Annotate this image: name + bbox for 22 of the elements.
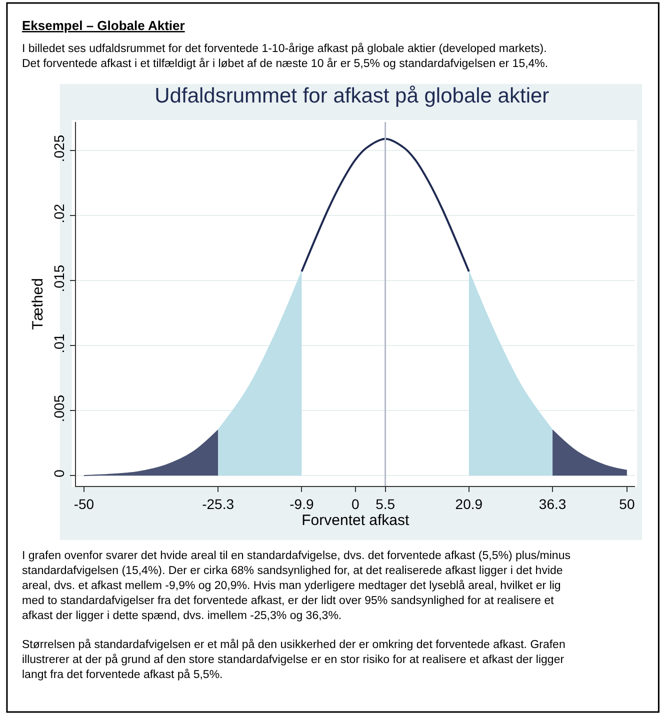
text: Eksempel – Globale Aktier bbox=[22, 18, 185, 33]
x-tick-label: -50 bbox=[74, 496, 94, 512]
x-axis-title: Forventet afkast bbox=[302, 512, 410, 529]
text: I billedet ses udfaldsrummet for det forventede 1-10-årige afkast på globale aktier (developed markets). Det forventede afkast i et tilfældigt år i løbet af de næste 10 år er 5,5% og standardafvigelsen er 15,4%. bbox=[22, 42, 548, 70]
y-tick-label: .01 bbox=[51, 334, 68, 354]
x-tick-label: 0 bbox=[352, 496, 360, 512]
x-tick-label: -9.9 bbox=[290, 496, 314, 512]
chart-title: Udfaldsrummet for afkast på globale aktier bbox=[154, 84, 550, 108]
y-axis-title: Tæthed bbox=[29, 278, 46, 330]
y-tick-label: .005 bbox=[51, 394, 68, 422]
text: I grafen ovenfor svarer det hvide areal til en standardafvigelse, dvs. det forventede afkast (5,5%) plus/minus standardafvigelsen (15,4%). Der er cirka 68% sandsynlighed for, at det realiserede afkast ligger i det hvide areal, dvs. et afkast mellem -9,9% og 20,9%. Hvis man yderligere medtager det lyseblå areal, hvilket er lig med to standardafvigelser fra det forventede afkast, er der lidt over 95% sandsynlighed for at realisere et afkast der ligger i dette spænd, dvs. imellem -25,3% og 36,3%. bbox=[22, 550, 571, 622]
y-tick-label: .02 bbox=[51, 204, 68, 224]
text: Størrelsen på standardafvigelsen er et mål på den usikkerhed der er omkring det forventede afkast. Grafen illustrerer at der på grund af den store standardafvigelse er en stor risiko for at realisere et afkast der ligger langt fra det forventede afkast på 5,5%. bbox=[22, 638, 566, 681]
x-tick-label: -25.3 bbox=[202, 496, 234, 512]
x-tick-label: 5.5 bbox=[376, 496, 396, 512]
y-tick-label: .025 bbox=[51, 134, 68, 162]
line-series bbox=[300, 138, 470, 272]
y-tick-label: 0 bbox=[51, 469, 68, 478]
x-tick-label: 50 bbox=[619, 496, 635, 512]
x-tick-label: 20.9 bbox=[455, 496, 483, 512]
x-tick-label: 36.3 bbox=[538, 496, 566, 512]
y-tick-label: .015 bbox=[51, 264, 68, 292]
